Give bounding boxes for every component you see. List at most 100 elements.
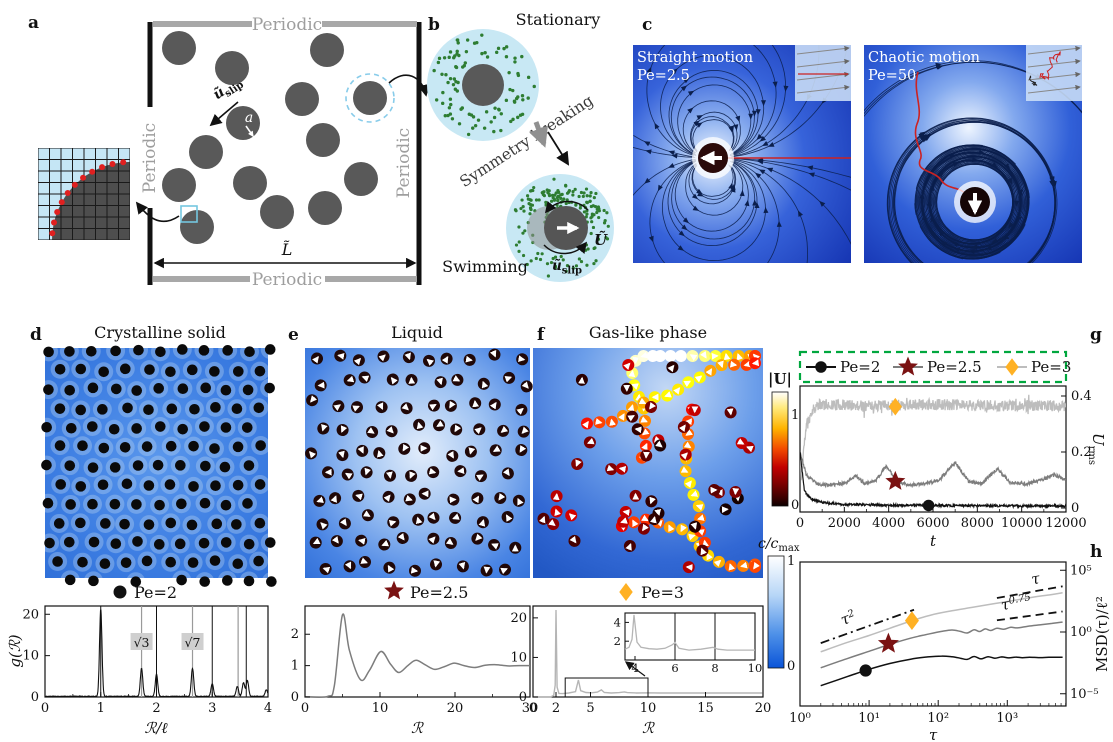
swimmer-particle [682, 561, 695, 574]
inset-y-tick: 4 [614, 615, 621, 629]
x-tick-label: 10000 [1001, 516, 1042, 531]
streamline [674, 162, 749, 232]
inset-streamline [796, 71, 850, 81]
lattice-dot [264, 382, 275, 394]
solute-dot [604, 235, 608, 240]
swimmer-particle [661, 389, 674, 402]
lattice-dot [77, 556, 88, 568]
streamlines-straight [633, 45, 851, 263]
swimmer-arrow [606, 464, 615, 472]
solute-dot [452, 77, 457, 81]
swimmer-arrow [740, 561, 748, 569]
solute-dot [540, 252, 544, 256]
solute-dot [485, 55, 490, 59]
swimmer-particle [352, 489, 365, 502]
solute-dot [556, 189, 560, 193]
swimmer-arrow [655, 440, 663, 448]
solute-dot [511, 88, 515, 93]
swimmer-particle [332, 400, 345, 413]
solute-dot [597, 209, 601, 213]
urms-curve-Pe-2-5 [800, 452, 1066, 489]
guide-label: τ [1030, 569, 1042, 588]
lattice-dot [87, 421, 98, 432]
curve-marker [885, 470, 906, 490]
swimmer-particle [654, 439, 667, 452]
lattice-dot [199, 576, 211, 587]
swimmer-particle [361, 509, 374, 522]
inset-x-tick: 4 [631, 661, 638, 675]
swimmer-particle [515, 444, 528, 456]
streamline-arrow [733, 124, 739, 131]
streamline [887, 118, 1056, 263]
solute-dot [447, 106, 452, 110]
trajectory-inset-left [795, 45, 851, 101]
swimmer-particle [724, 560, 737, 573]
lattice-dot [54, 403, 66, 414]
lattice-dot [155, 346, 166, 358]
swimmer-particle [413, 418, 426, 431]
swimmer-particle [469, 397, 482, 410]
lattice-dot [220, 537, 232, 548]
msd-curve-Pe-2 [820, 655, 1063, 687]
panel-e-title: Liquid [391, 323, 443, 342]
swimmer-particle [386, 373, 399, 386]
solute-dot [554, 191, 558, 195]
immersed-boundary-dot [54, 209, 61, 216]
lattice-dot [222, 575, 233, 586]
swimmer-particle [666, 361, 679, 374]
solute-dot [567, 190, 571, 194]
swimmer-particle [334, 349, 347, 362]
swimmer-arrow [358, 538, 366, 545]
lattice-dot [232, 558, 244, 570]
streamline [734, 45, 787, 156]
lattice-dot [88, 536, 100, 548]
swimmer-particle [444, 537, 457, 549]
swimmer-particle [412, 513, 425, 526]
solute-dot [603, 219, 607, 223]
lattice-dot [187, 557, 199, 568]
solute-dot [452, 55, 456, 60]
swimmer-particle [355, 534, 368, 547]
swimmer-arrow [632, 519, 639, 528]
stationary-solute-dots [432, 33, 536, 137]
swimmer-particle [517, 425, 530, 438]
swimmer-particle [451, 373, 464, 386]
y-tick-label: 0 [519, 690, 527, 705]
streamline [692, 119, 734, 152]
solute-dot [541, 192, 545, 197]
swimmer-particle [450, 423, 463, 436]
solute-dot [471, 115, 476, 119]
swimmer-particle [719, 503, 732, 516]
swimmer-particle [550, 505, 563, 518]
concentration-colorbar [767, 555, 785, 669]
swimmer-arrow [668, 524, 675, 532]
streamline [914, 145, 1029, 260]
lattice-dot [110, 345, 121, 357]
symmetry-black-arrow [547, 131, 570, 166]
x-tick-label: 12000 [1045, 516, 1086, 531]
trajectory-inset-right-content [1027, 45, 1081, 94]
lattice-dot [88, 575, 99, 587]
solute-dot [559, 196, 563, 200]
lattice-dot [144, 364, 155, 375]
swimmer-particle [402, 351, 415, 364]
swimmer-arrow [664, 391, 672, 398]
streamline-arrow [692, 205, 699, 211]
inset-streamline [796, 45, 850, 55]
swimmer-arrow [622, 509, 630, 516]
swimmer-particle [537, 512, 550, 525]
swimmer-particle [423, 354, 435, 367]
streamline-arrow [677, 245, 684, 251]
concentration-halo [260, 378, 268, 398]
swimmer-particle [336, 424, 349, 436]
streamline [692, 164, 734, 197]
swimmer-particle [409, 564, 421, 577]
solute-dot [514, 243, 519, 247]
solute-dot [504, 55, 509, 59]
panel-e-legend-label: Pe=2.5 [410, 583, 468, 602]
lattice-dot [42, 497, 54, 509]
swimmer-arrow [452, 375, 461, 382]
colloid-particle [310, 33, 344, 67]
x-tick-label: 10³ [996, 711, 1018, 726]
swimmer-particle [322, 466, 334, 479]
